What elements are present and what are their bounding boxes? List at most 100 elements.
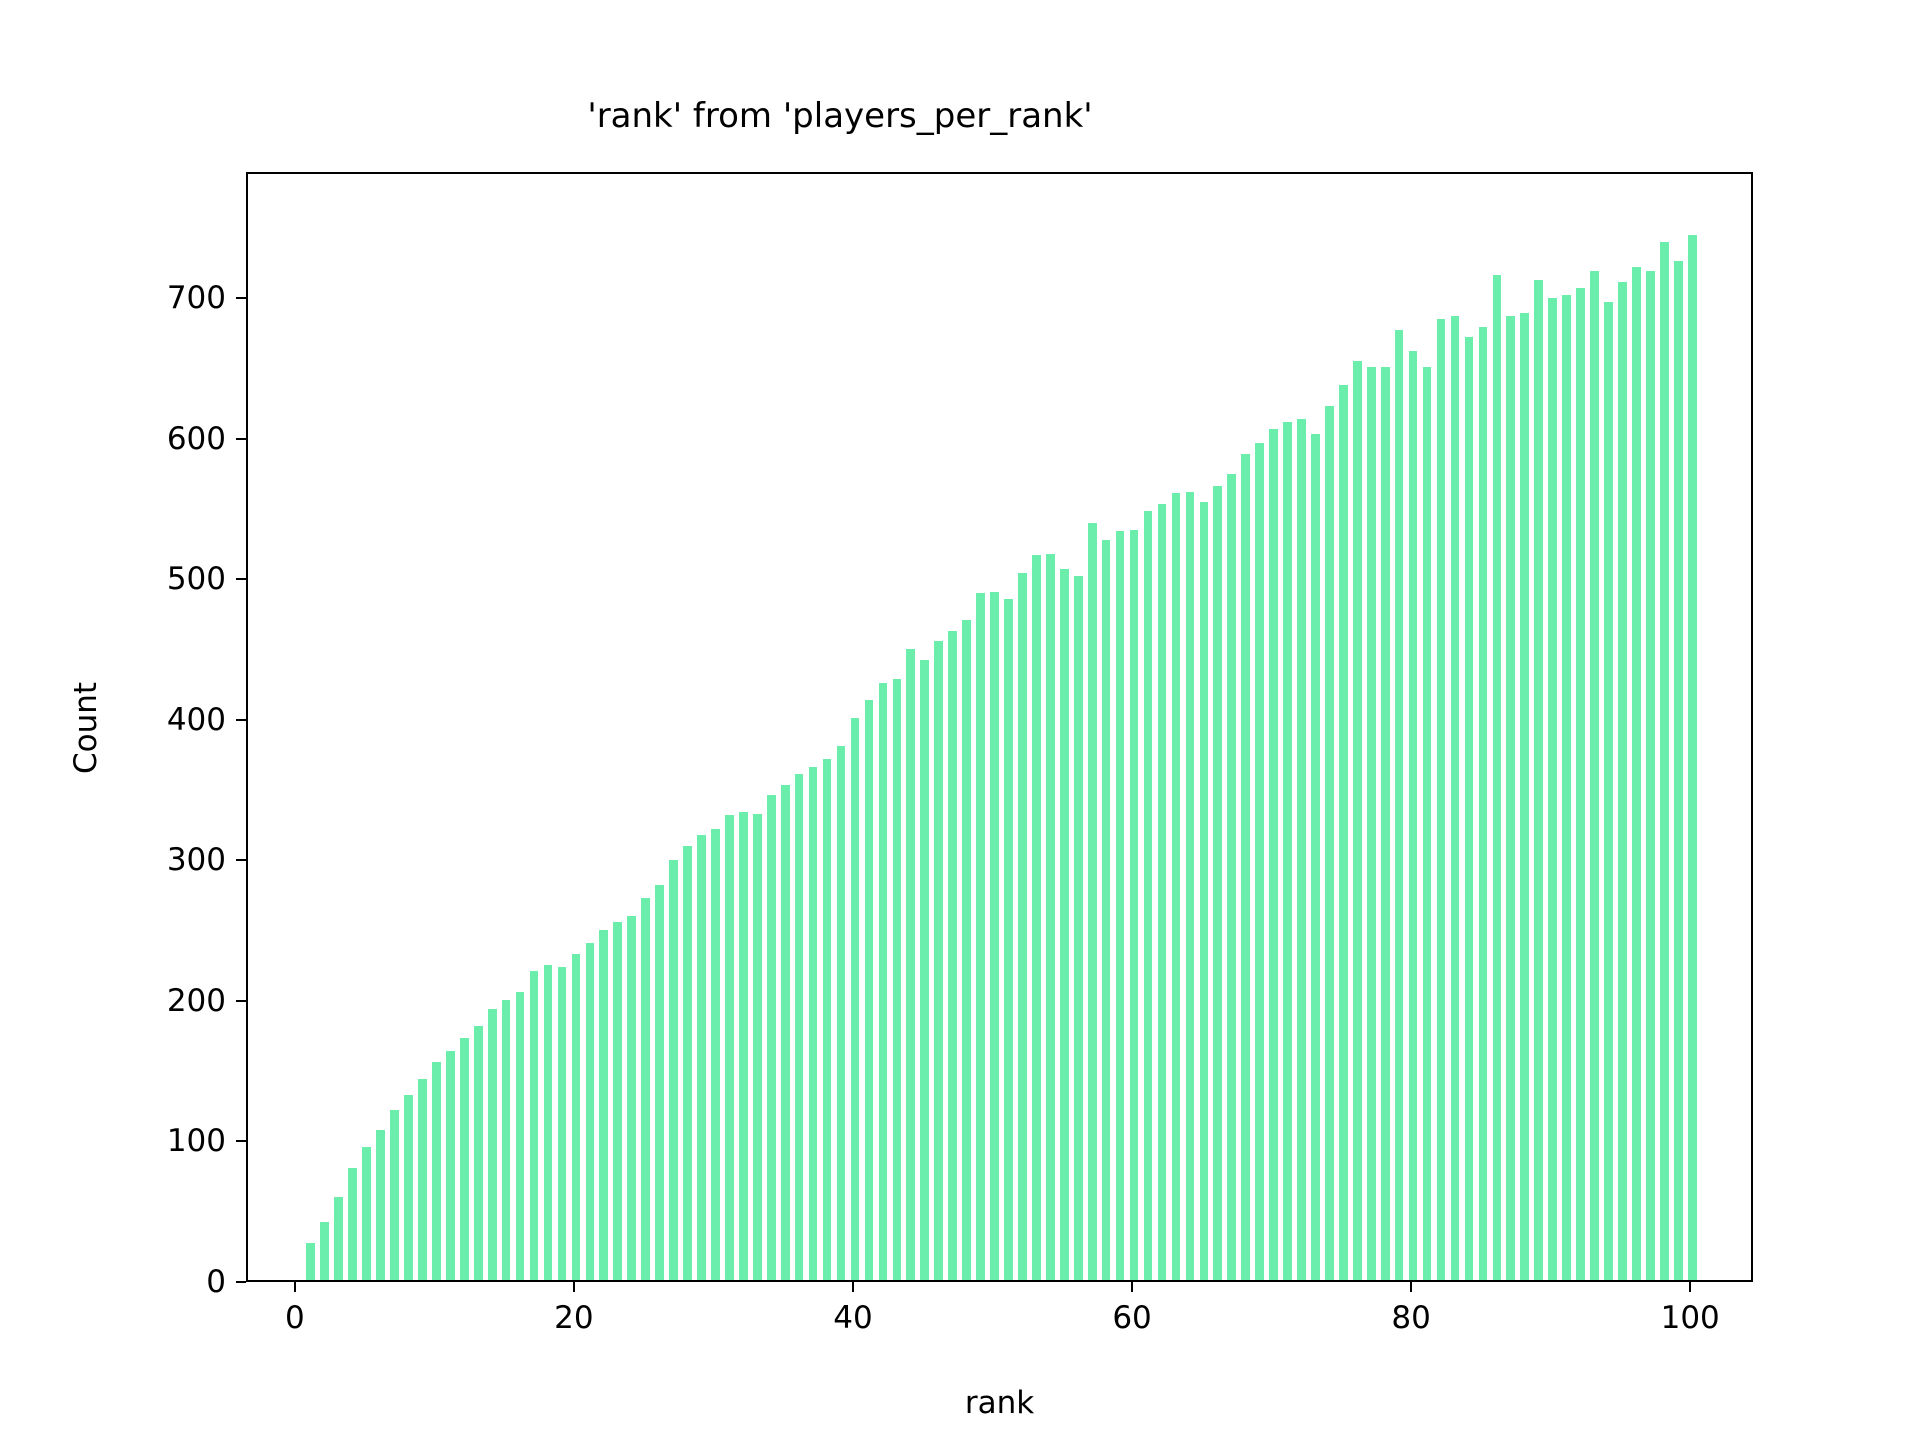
bar — [1129, 529, 1139, 1280]
bar — [1604, 302, 1613, 1280]
bar — [1450, 316, 1460, 1280]
y-axis-tick-label: 400 — [166, 701, 226, 738]
bar — [669, 859, 678, 1280]
bar — [1213, 486, 1223, 1280]
bar — [487, 1008, 497, 1280]
bar — [1269, 428, 1278, 1280]
bar — [655, 885, 664, 1280]
x-axis-tick-label: 80 — [1391, 1300, 1431, 1336]
bar — [683, 845, 692, 1280]
bar — [501, 1000, 511, 1280]
bar — [1283, 421, 1292, 1280]
bar — [1339, 384, 1348, 1280]
bar — [1059, 569, 1069, 1280]
bar — [836, 746, 846, 1280]
bar — [1241, 453, 1250, 1280]
bar — [418, 1079, 427, 1280]
bar — [1534, 279, 1544, 1280]
bar — [990, 591, 999, 1280]
bar — [1046, 553, 1055, 1280]
bar — [404, 1094, 413, 1280]
x-axis-tick — [1131, 1282, 1134, 1292]
bar — [557, 966, 567, 1280]
x-axis-tick — [572, 1282, 575, 1292]
bar — [1548, 297, 1557, 1280]
x-axis-tick-label: 0 — [284, 1300, 305, 1336]
x-axis-tick-label: 20 — [554, 1300, 594, 1336]
bar — [1073, 576, 1083, 1280]
bar — [711, 828, 720, 1280]
bar — [1380, 366, 1390, 1280]
bar — [613, 921, 623, 1280]
bar — [1018, 573, 1027, 1280]
bar — [725, 814, 734, 1280]
bar — [850, 717, 860, 1280]
bar — [878, 682, 888, 1280]
bar — [1171, 493, 1181, 1280]
bar — [780, 785, 790, 1280]
bar — [794, 774, 804, 1280]
bar — [585, 942, 595, 1280]
bar — [334, 1197, 343, 1280]
bar — [1311, 434, 1320, 1280]
bar — [599, 930, 609, 1280]
bar — [934, 640, 944, 1280]
bar — [446, 1050, 455, 1280]
bar — [627, 916, 637, 1280]
bar — [376, 1129, 385, 1280]
bar — [1255, 442, 1264, 1280]
x-axis-tick — [1410, 1282, 1413, 1292]
bar — [1687, 234, 1697, 1280]
bar — [459, 1038, 469, 1280]
bar — [641, 897, 650, 1280]
bar — [1394, 330, 1404, 1280]
bar — [1157, 504, 1167, 1280]
bar — [920, 660, 930, 1280]
y-axis-tick-label: 100 — [166, 1123, 226, 1160]
bar — [473, 1025, 483, 1280]
x-axis-tick-label: 40 — [833, 1300, 873, 1336]
bar — [1646, 271, 1655, 1280]
bar — [432, 1062, 441, 1280]
bar — [976, 592, 985, 1280]
bar — [752, 813, 762, 1280]
bar — [1422, 366, 1432, 1280]
bar — [529, 970, 539, 1280]
bar — [1618, 282, 1627, 1280]
bar — [739, 812, 748, 1280]
x-axis-tick-label: 60 — [1112, 1300, 1152, 1336]
plot-axes — [246, 172, 1753, 1282]
bar — [1562, 295, 1571, 1280]
bar — [1004, 598, 1013, 1280]
bar — [1185, 491, 1195, 1280]
bar — [1520, 313, 1530, 1280]
y-axis-tick-label: 200 — [166, 982, 226, 1019]
bar — [1087, 522, 1097, 1280]
y-axis-tick — [236, 999, 246, 1002]
bar — [362, 1146, 371, 1280]
y-axis-tick — [236, 1140, 246, 1143]
bar — [1659, 241, 1669, 1280]
x-axis-tick — [293, 1282, 296, 1292]
bar — [1143, 511, 1153, 1280]
bar — [948, 630, 957, 1280]
bar — [1227, 473, 1237, 1280]
y-axis-tick — [236, 437, 246, 440]
y-axis-tick — [236, 1281, 246, 1283]
bar — [822, 758, 832, 1280]
bar — [1297, 418, 1306, 1280]
bar — [697, 834, 706, 1280]
bar — [320, 1222, 330, 1280]
bar — [962, 619, 971, 1280]
bar — [766, 795, 776, 1280]
bar — [1632, 266, 1641, 1280]
bar — [1436, 318, 1446, 1280]
bar — [1325, 406, 1334, 1280]
bars-container — [248, 174, 1751, 1280]
bar — [1590, 271, 1599, 1280]
bar — [390, 1110, 399, 1280]
bar — [808, 767, 818, 1280]
bar — [515, 991, 525, 1280]
bar — [1366, 366, 1376, 1280]
